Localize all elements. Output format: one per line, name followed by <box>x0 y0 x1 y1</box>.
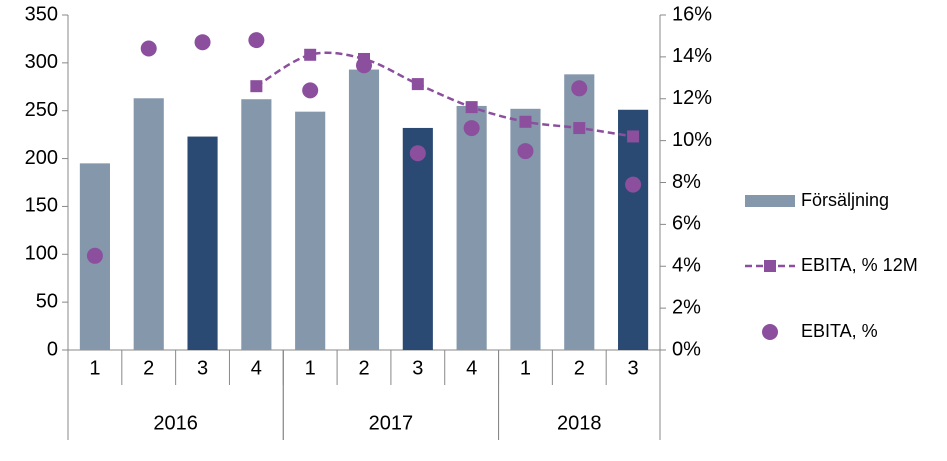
bar <box>618 109 649 350</box>
x-tick-label: 2 <box>143 357 154 379</box>
y2-tick-label: 12% <box>672 87 712 109</box>
dot <box>248 32 265 49</box>
line-marker <box>411 78 424 91</box>
dot <box>140 40 157 57</box>
dot <box>86 247 103 264</box>
dot <box>356 57 372 74</box>
line-marker <box>627 130 640 143</box>
y-tick-label: 350 <box>25 3 58 25</box>
bar <box>241 99 272 350</box>
dot <box>463 120 480 137</box>
line-marker <box>304 48 317 61</box>
y-tick-label: 150 <box>25 195 58 217</box>
x-tick-label: 2 <box>358 357 369 379</box>
line-marker <box>519 115 532 128</box>
dot <box>302 82 319 99</box>
dot <box>409 145 426 162</box>
dot <box>571 80 588 97</box>
legend-label: EBITA, % <box>801 321 878 341</box>
bar <box>295 111 326 351</box>
x-tick-label: 2 <box>574 357 585 379</box>
line-marker <box>573 122 586 135</box>
legend-label: EBITA, % 12M <box>801 255 918 275</box>
y-tick-label: 50 <box>36 290 58 312</box>
y2-tick-label: 14% <box>672 45 712 67</box>
y-tick-label: 250 <box>25 99 58 121</box>
x-tick-label: 1 <box>305 357 316 379</box>
y-tick-label: 300 <box>25 51 58 73</box>
group-label: 2016 <box>153 412 198 434</box>
line-marker <box>465 101 478 114</box>
dot <box>517 143 534 160</box>
x-tick-label: 4 <box>251 357 262 379</box>
y-tick-label: 200 <box>25 147 58 169</box>
group-label: 2018 <box>557 412 602 434</box>
bar <box>402 127 433 350</box>
bar <box>133 98 164 351</box>
y-tick-label: 100 <box>25 243 58 265</box>
y-tick-label: 0 <box>47 338 58 360</box>
y2-tick-label: 6% <box>672 213 701 235</box>
legend-label: Försäljning <box>801 190 889 210</box>
x-tick-label: 1 <box>520 357 531 379</box>
x-tick-label: 1 <box>89 357 100 379</box>
line-marker <box>250 80 263 93</box>
y2-tick-label: 0% <box>672 338 701 360</box>
bar <box>348 69 380 351</box>
x-tick-label: 4 <box>466 357 477 379</box>
y2-tick-label: 16% <box>672 3 712 25</box>
dot <box>194 34 211 51</box>
dot <box>625 176 642 193</box>
y2-tick-label: 2% <box>672 296 701 318</box>
legend-swatch <box>764 260 776 272</box>
x-tick-label: 3 <box>628 357 639 379</box>
x-tick-label: 3 <box>412 357 423 379</box>
bar <box>187 136 218 350</box>
bar <box>564 74 595 350</box>
bar <box>456 105 487 350</box>
y2-tick-label: 4% <box>672 255 701 277</box>
legend-swatch <box>762 324 778 340</box>
y2-tick-label: 8% <box>672 171 701 193</box>
legend-swatch <box>745 195 795 207</box>
y2-tick-label: 10% <box>672 129 712 151</box>
group-label: 2017 <box>369 412 414 434</box>
x-tick-label: 3 <box>197 357 208 379</box>
